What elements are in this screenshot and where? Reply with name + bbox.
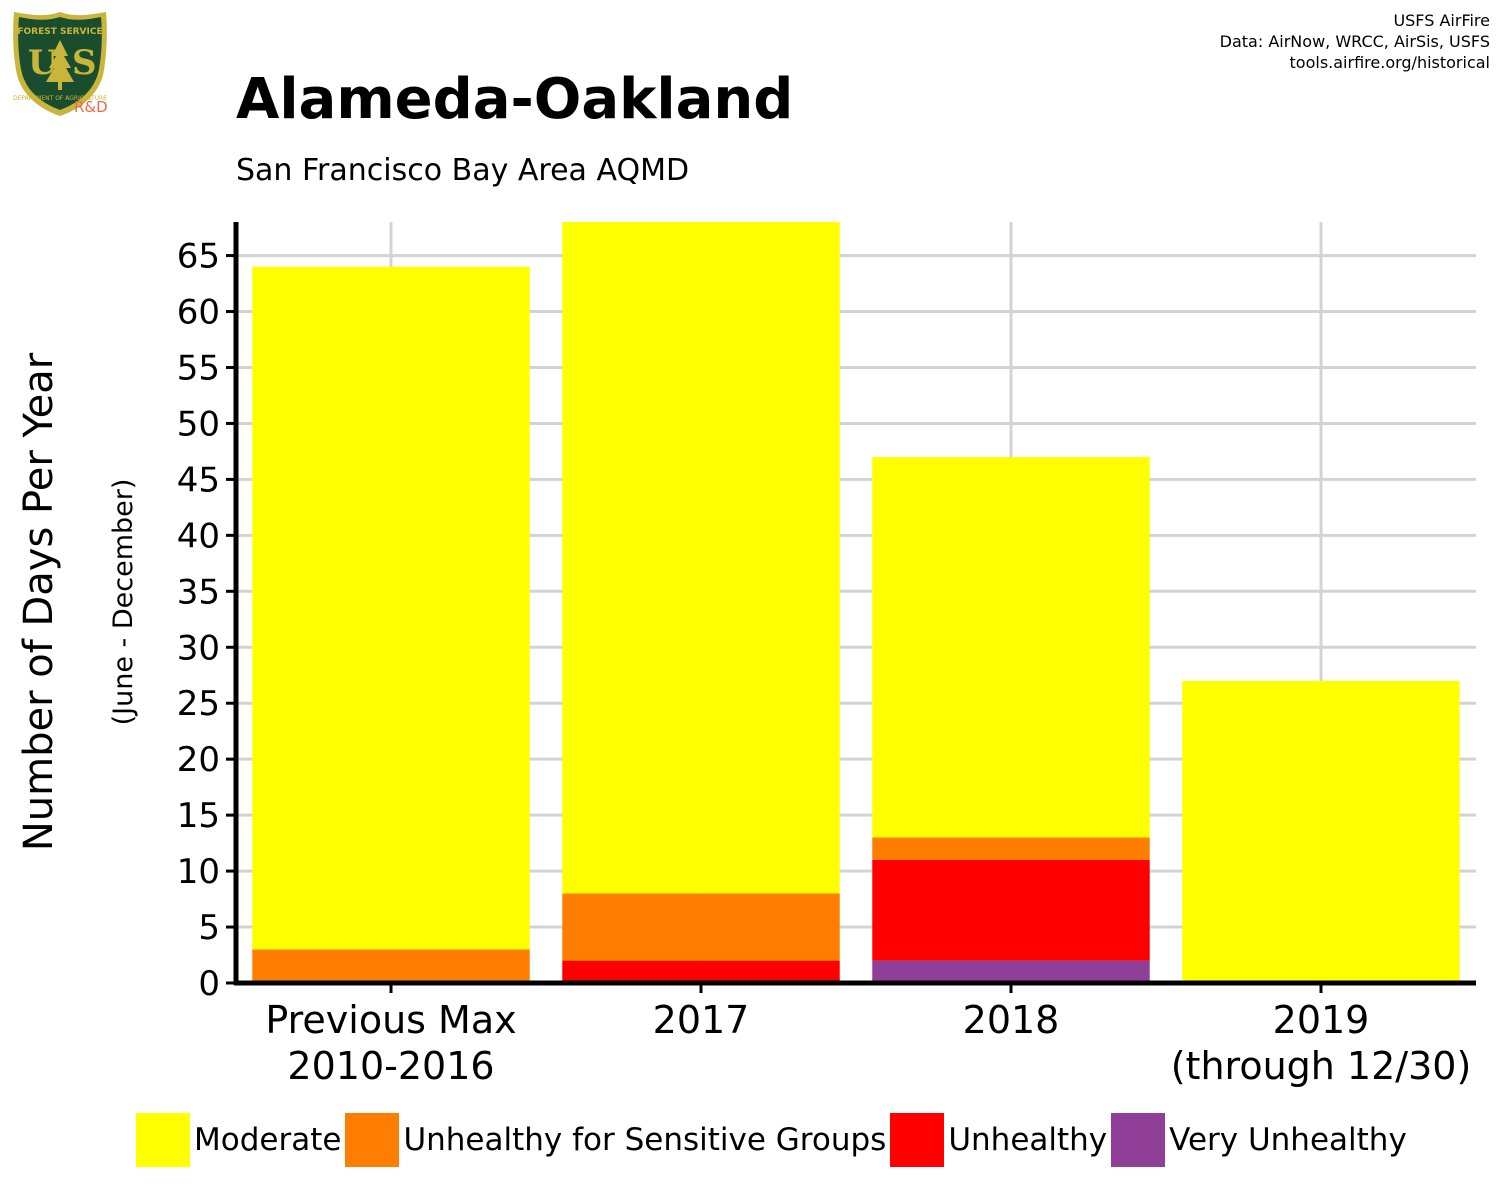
y-tick-label: 65 — [177, 237, 220, 277]
y-tick-label: 25 — [177, 684, 220, 724]
svg-text:DEPARTMENT OF AGRICULTURE: DEPARTMENT OF AGRICULTURE — [13, 95, 107, 102]
y-tick-label: 15 — [177, 796, 220, 836]
chart-title: Alameda-Oakland — [236, 67, 794, 132]
y-tick-labels: 0 5 10 15 20 25 30 35 40 45 50 55 60 65 — [177, 237, 220, 1004]
y-tick-label: 10 — [177, 852, 220, 892]
y-tick-label: 0 — [198, 964, 220, 1004]
legend: Moderate Unhealthy for Sensitive Groups Un… — [136, 1112, 1411, 1168]
bar-segment-moderate — [1182, 680, 1460, 983]
y-tick-label: 55 — [177, 348, 220, 388]
legend-swatch — [345, 1113, 400, 1167]
legend-item-unhealthy: Unhealthy — [890, 1113, 1111, 1167]
legend-item-usg: Unhealthy for Sensitive Groups — [345, 1113, 890, 1167]
y-tick-label: 20 — [177, 740, 220, 780]
legend-label: Unhealthy for Sensitive Groups — [403, 1122, 887, 1158]
x-tick-label: 2017 — [653, 998, 750, 1042]
bar-segment-usg — [252, 949, 530, 983]
x-tick-label: (through 12/30) — [1171, 1044, 1472, 1088]
axes — [226, 222, 1476, 993]
y-tick-label: 35 — [177, 572, 220, 612]
x-tick-label: 2010-2016 — [287, 1044, 494, 1088]
x-tick-label: 2019 — [1273, 998, 1370, 1042]
y-axis-label: Number of Days Per Year — [16, 352, 62, 851]
y-tick-label: 30 — [177, 628, 220, 668]
legend-label: Unhealthy — [948, 1122, 1108, 1158]
bar-segment-usg — [872, 837, 1150, 860]
y-tick-label: 45 — [177, 460, 220, 500]
usfs-rd-logo: FOREST SERVICE U S DEPARTMENT OF AGRICUL… — [8, 8, 112, 120]
legend-swatch — [890, 1113, 945, 1167]
legend-swatch — [136, 1113, 190, 1167]
credit-line-url: tools.airfire.org/historical — [1289, 53, 1490, 72]
svg-text:S: S — [72, 43, 97, 83]
bar-segment-moderate — [252, 266, 530, 950]
y-axis-sublabel: (June - December) — [108, 479, 139, 726]
legend-item-moderate: Moderate — [136, 1113, 345, 1167]
bar-segment-very_unhealthy — [872, 960, 1150, 983]
bar-segment-moderate — [872, 457, 1150, 838]
bars — [252, 222, 1460, 983]
svg-text:FOREST SERVICE: FOREST SERVICE — [17, 27, 102, 37]
bar-segment-unhealthy — [562, 960, 840, 983]
y-tick-label: 40 — [177, 516, 220, 556]
bar-segment-moderate — [562, 222, 840, 894]
logo-rd-label: R&D — [74, 98, 108, 116]
y-tick-label: 5 — [198, 908, 220, 948]
legend-item-very_unhealthy: Very Unhealthy — [1111, 1113, 1411, 1167]
chart-subtitle: San Francisco Bay Area AQMD — [236, 153, 690, 188]
legend-label: Very Unhealthy — [1169, 1122, 1407, 1158]
credits: USFS AirFire Data: AirNow, WRCC, AirSis,… — [1220, 10, 1490, 73]
y-tick-label: 50 — [177, 404, 220, 444]
x-tick-label: Previous Max — [265, 998, 516, 1042]
legend-label: Moderate — [194, 1122, 342, 1158]
bar-segment-usg — [562, 893, 840, 961]
credit-line-data: Data: AirNow, WRCC, AirSis, USFS — [1219, 32, 1490, 51]
bar-segment-unhealthy — [872, 859, 1150, 961]
credit-line-source: USFS AirFire — [1393, 11, 1490, 30]
x-tick-label: 2018 — [963, 998, 1060, 1042]
y-tick-label: 60 — [177, 293, 220, 333]
legend-swatch — [1111, 1113, 1166, 1167]
